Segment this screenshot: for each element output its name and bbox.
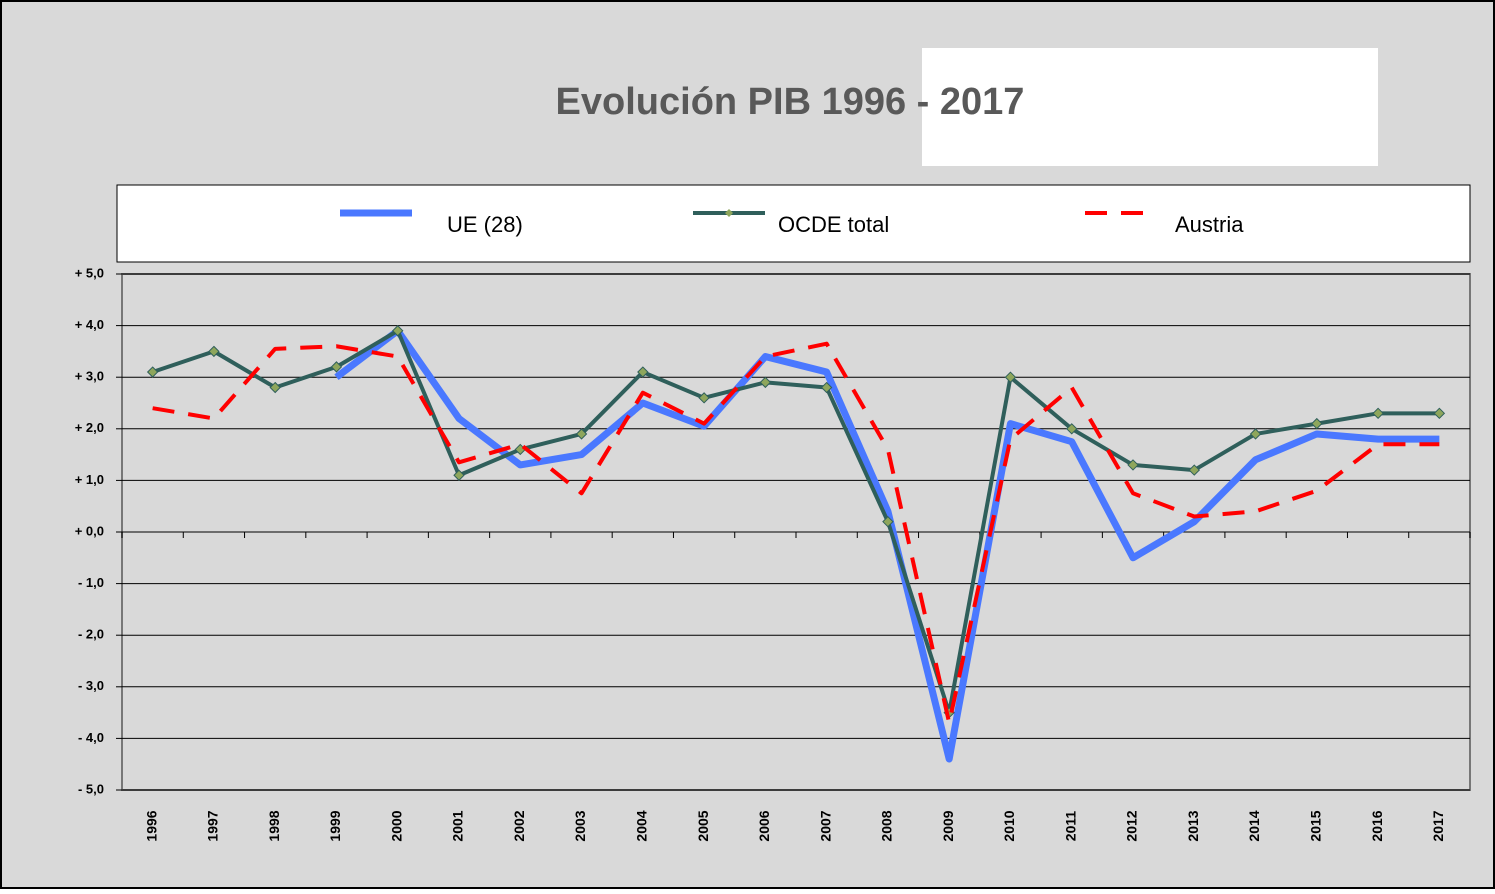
y-tick-label: + 1,0: [75, 472, 104, 487]
x-tick-label: 2007: [817, 810, 833, 841]
y-tick-label: - 2,0: [78, 627, 104, 642]
x-tick-label: 2013: [1185, 810, 1201, 841]
x-tick-label: 2015: [1308, 810, 1324, 841]
y-tick-label: - 3,0: [78, 678, 104, 693]
series-marker: [330, 361, 343, 373]
legend-box: [116, 184, 1471, 263]
series-line: [334, 327, 1440, 763]
series-marker: [208, 345, 220, 358]
series-marker: [453, 469, 465, 481]
x-tick-label: 1999: [327, 810, 343, 841]
series-marker: [146, 366, 159, 378]
y-tick-label: + 0,0: [75, 523, 104, 538]
legend-marker: [725, 209, 733, 217]
series-marker: [1311, 417, 1323, 430]
y-tick-label: - 5,0: [78, 781, 104, 796]
series-marker: [1127, 459, 1139, 471]
y-tick-label: + 3,0: [75, 369, 104, 384]
series-marker: [820, 381, 833, 394]
legend-label: UE (28): [447, 212, 523, 237]
series-marker: [269, 381, 281, 394]
series-line: [152, 341, 1440, 725]
series-line: [151, 328, 1440, 715]
y-tick-label: + 5,0: [75, 265, 104, 280]
x-tick-label: 2001: [450, 810, 466, 841]
x-tick-label: 2000: [388, 810, 404, 841]
x-tick-label: 2011: [1062, 811, 1078, 842]
x-tick-label: 2003: [572, 810, 588, 841]
x-tick-label: 2012: [1124, 810, 1140, 841]
series-marker: [759, 376, 772, 389]
x-tick-label: 2002: [511, 810, 527, 841]
x-tick-label: 2010: [1001, 810, 1017, 841]
series-marker: [1004, 371, 1017, 383]
y-tick-label: + 4,0: [75, 317, 104, 332]
title-box: [922, 48, 1378, 166]
x-tick-label: 2009: [940, 810, 956, 841]
series-marker: [575, 428, 588, 440]
series-marker: [1249, 428, 1262, 440]
x-tick-label: 2016: [1369, 810, 1385, 841]
x-tick-label: 2006: [756, 810, 772, 841]
series-marker: [1372, 407, 1384, 420]
chart-title: Evolución PIB 1996 - 2017: [556, 81, 1025, 123]
x-tick-label: 2017: [1430, 810, 1446, 841]
y-tick-label: + 2,0: [75, 420, 104, 435]
legend-label: OCDE total: [778, 212, 889, 237]
x-tick-label: 1997: [205, 810, 221, 841]
x-tick-label: 1996: [143, 810, 159, 841]
series-marker: [882, 515, 894, 528]
series-marker: [1188, 464, 1200, 476]
series-marker: [1433, 407, 1446, 420]
legend-label: Austria: [1175, 212, 1244, 237]
x-tick-label: 2014: [1246, 810, 1262, 841]
series-marker: [1066, 423, 1078, 435]
x-tick-label: 1998: [266, 810, 282, 841]
y-tick-label: - 1,0: [78, 575, 104, 590]
x-tick-label: 2004: [634, 810, 650, 841]
x-tick-label: 2008: [879, 810, 895, 841]
series-marker: [637, 366, 649, 378]
y-tick-label: - 4,0: [78, 730, 104, 745]
series-marker: [392, 325, 404, 337]
series-marker: [698, 392, 710, 404]
x-tick-label: 2005: [695, 810, 711, 841]
